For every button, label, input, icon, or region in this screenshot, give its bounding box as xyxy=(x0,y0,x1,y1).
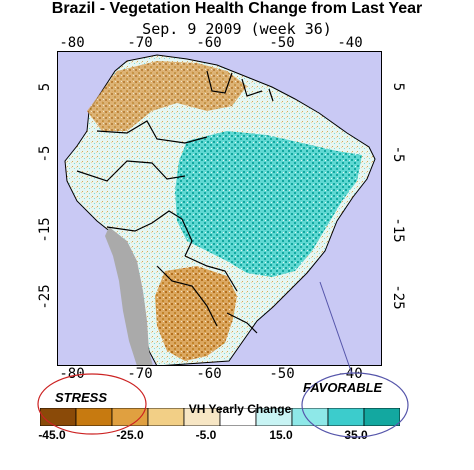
favorable-brazil xyxy=(175,131,362,277)
bottom-lon-tick: -40 xyxy=(337,366,363,382)
stress-ellipse xyxy=(37,373,147,435)
legend-label: 15.0 xyxy=(269,428,293,442)
map-border xyxy=(57,51,382,366)
legend-colorbar xyxy=(40,408,400,426)
bottom-lon-tick: -50 xyxy=(269,366,295,382)
map-subtitle: Sep. 9 2009 (week 36) xyxy=(142,20,332,38)
stress-north xyxy=(87,61,247,131)
vegetation-map xyxy=(57,51,382,366)
legend-label: -5.0 xyxy=(195,428,217,442)
stress-callout: STRESS xyxy=(55,390,108,405)
non-vegetated-andes xyxy=(105,227,153,366)
top-lon-tick: -70 xyxy=(127,35,153,51)
map-title: Brazil - Vegetation Health Change from L… xyxy=(51,0,423,17)
bottom-lon-tick: -70 xyxy=(127,366,153,382)
top-lon-tick: -80 xyxy=(59,35,85,51)
favorable-ellipse xyxy=(301,372,409,438)
stress-south xyxy=(155,266,237,361)
legend-label: -45.0 xyxy=(38,428,66,442)
legend-label: -25.0 xyxy=(116,428,144,442)
legend-label: 35.0 xyxy=(344,428,368,442)
bottom-lon-tick: -60 xyxy=(196,366,222,382)
country-borders xyxy=(76,70,274,334)
top-lon-tick: -60 xyxy=(196,35,222,51)
favorable-callout: FAVORABLE xyxy=(303,380,383,395)
legend-title: VH Yearly Change xyxy=(188,402,292,416)
top-lon-tick: -50 xyxy=(269,35,295,51)
favorable-pointer-line xyxy=(319,281,353,375)
legend-swatch xyxy=(363,408,400,426)
top-lon-tick: -40 xyxy=(337,35,363,51)
